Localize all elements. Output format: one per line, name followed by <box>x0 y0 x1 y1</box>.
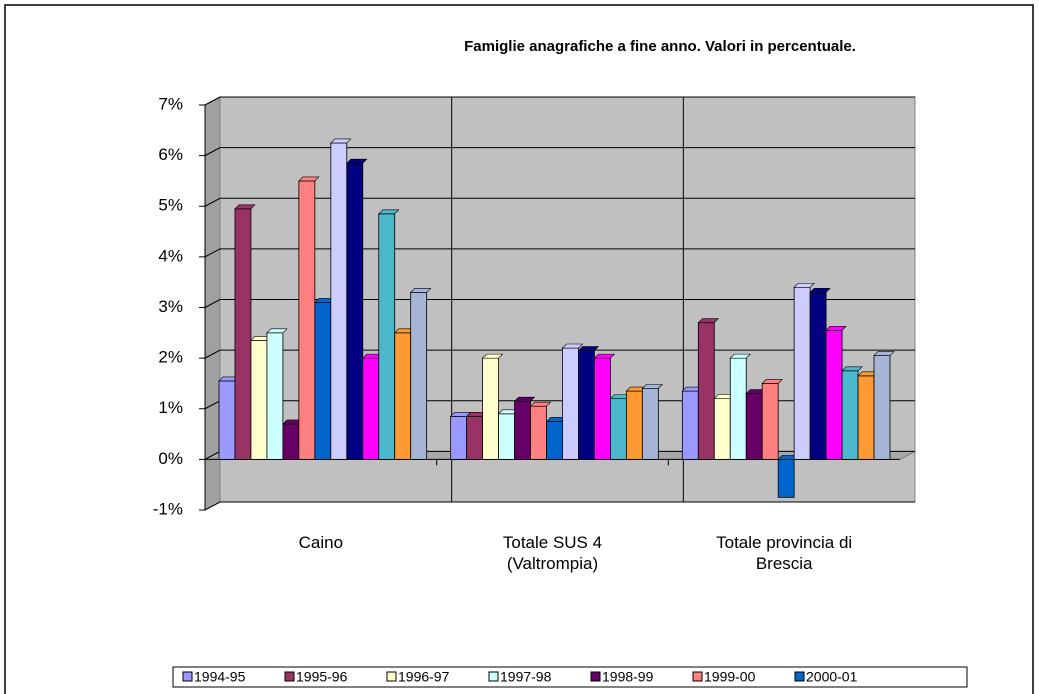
bar-top <box>809 288 831 293</box>
bar-top <box>409 288 432 293</box>
bar <box>466 415 484 460</box>
bar <box>729 357 747 460</box>
bar <box>282 423 300 460</box>
bar <box>346 162 364 460</box>
bar-top <box>641 384 664 389</box>
x-tick-label: Totale SUS 4 (Valtrompia) <box>502 533 603 573</box>
bar <box>625 390 643 460</box>
bar-top <box>873 351 895 356</box>
x-tick-label: Caino <box>298 533 344 552</box>
legend-swatch <box>488 671 499 682</box>
bar-top <box>513 396 536 402</box>
bar <box>610 398 627 460</box>
bar <box>697 322 715 460</box>
legend-swatch <box>284 671 295 682</box>
bar <box>362 357 380 460</box>
bar <box>298 180 316 460</box>
y-tick-label: 1% <box>158 398 183 417</box>
bar <box>546 421 563 460</box>
bar <box>378 213 396 460</box>
bar <box>218 380 236 460</box>
bar-top <box>761 379 783 384</box>
frame <box>4 4 1034 694</box>
bar <box>498 413 515 460</box>
bar-top <box>793 282 815 288</box>
bar <box>234 208 252 460</box>
bar <box>482 357 499 460</box>
legend-label: 2000-01 <box>806 669 858 685</box>
legend-swatch <box>794 671 805 682</box>
bar-top <box>234 204 256 210</box>
legend-label: 1996-97 <box>398 669 450 685</box>
bar <box>641 388 659 460</box>
bar-top <box>481 353 504 359</box>
bar <box>410 291 428 460</box>
bar-top <box>266 328 288 334</box>
y-tick-label: 0% <box>158 449 183 468</box>
legend-swatch <box>386 671 397 682</box>
bar <box>841 370 859 460</box>
bar-top <box>697 318 720 323</box>
bar <box>562 347 579 460</box>
bar <box>530 405 547 460</box>
y-tick-label: 2% <box>158 348 183 367</box>
y-tick-label: 6% <box>158 145 183 164</box>
x-label-box: Caino <box>298 533 344 552</box>
x-label-box: Totale SUS 4 (Valtrompia) <box>502 533 603 573</box>
grid-line <box>204 501 915 511</box>
legend-label: 1999-00 <box>704 669 756 685</box>
x-label-box: Totale provincia di Brescia <box>716 533 853 573</box>
legend-swatch <box>692 671 703 682</box>
legend-swatch <box>182 671 193 682</box>
bar-top <box>593 353 616 359</box>
legend-label: 1998-99 <box>602 669 654 685</box>
legend-box <box>172 666 968 688</box>
bar <box>761 383 779 460</box>
legend-label: 1997-98 <box>500 669 552 685</box>
bar-top <box>298 176 320 182</box>
bar-top <box>529 401 552 407</box>
y-tick-label: 5% <box>158 196 183 215</box>
y-tick-label: 7% <box>158 94 183 113</box>
bar-top <box>561 343 584 349</box>
bar <box>266 332 284 460</box>
bar <box>594 357 611 460</box>
bar <box>314 302 332 460</box>
legend-label: 1995-96 <box>296 669 348 685</box>
bar <box>394 332 412 460</box>
bar <box>809 291 827 460</box>
bar <box>857 375 875 460</box>
bar <box>713 398 731 460</box>
bar-top <box>841 366 863 372</box>
bar <box>745 393 763 460</box>
bar <box>873 355 891 460</box>
y-tick-label: 3% <box>158 297 183 316</box>
bar-top <box>378 209 400 215</box>
bar <box>330 142 348 460</box>
bar-top <box>729 353 751 359</box>
legend-swatch <box>590 671 601 682</box>
bar <box>825 329 843 460</box>
bar <box>793 286 811 460</box>
chart-title: Famiglie anagrafiche a fine anno. Valori… <box>464 38 856 55</box>
y-tick-label: 4% <box>158 246 183 265</box>
bar-top <box>577 346 600 351</box>
bar-top <box>330 138 352 144</box>
bar <box>578 350 595 460</box>
y-tick-label: -1% <box>153 499 183 518</box>
bar <box>681 390 699 460</box>
x-tick-label: Totale provincia di Brescia <box>716 533 853 573</box>
bar-top <box>825 325 847 331</box>
bar <box>450 415 468 460</box>
legend-label: 1994-95 <box>194 669 246 685</box>
bar <box>250 340 268 460</box>
bar-top <box>346 158 368 164</box>
bar <box>777 458 795 498</box>
bar <box>514 400 531 460</box>
